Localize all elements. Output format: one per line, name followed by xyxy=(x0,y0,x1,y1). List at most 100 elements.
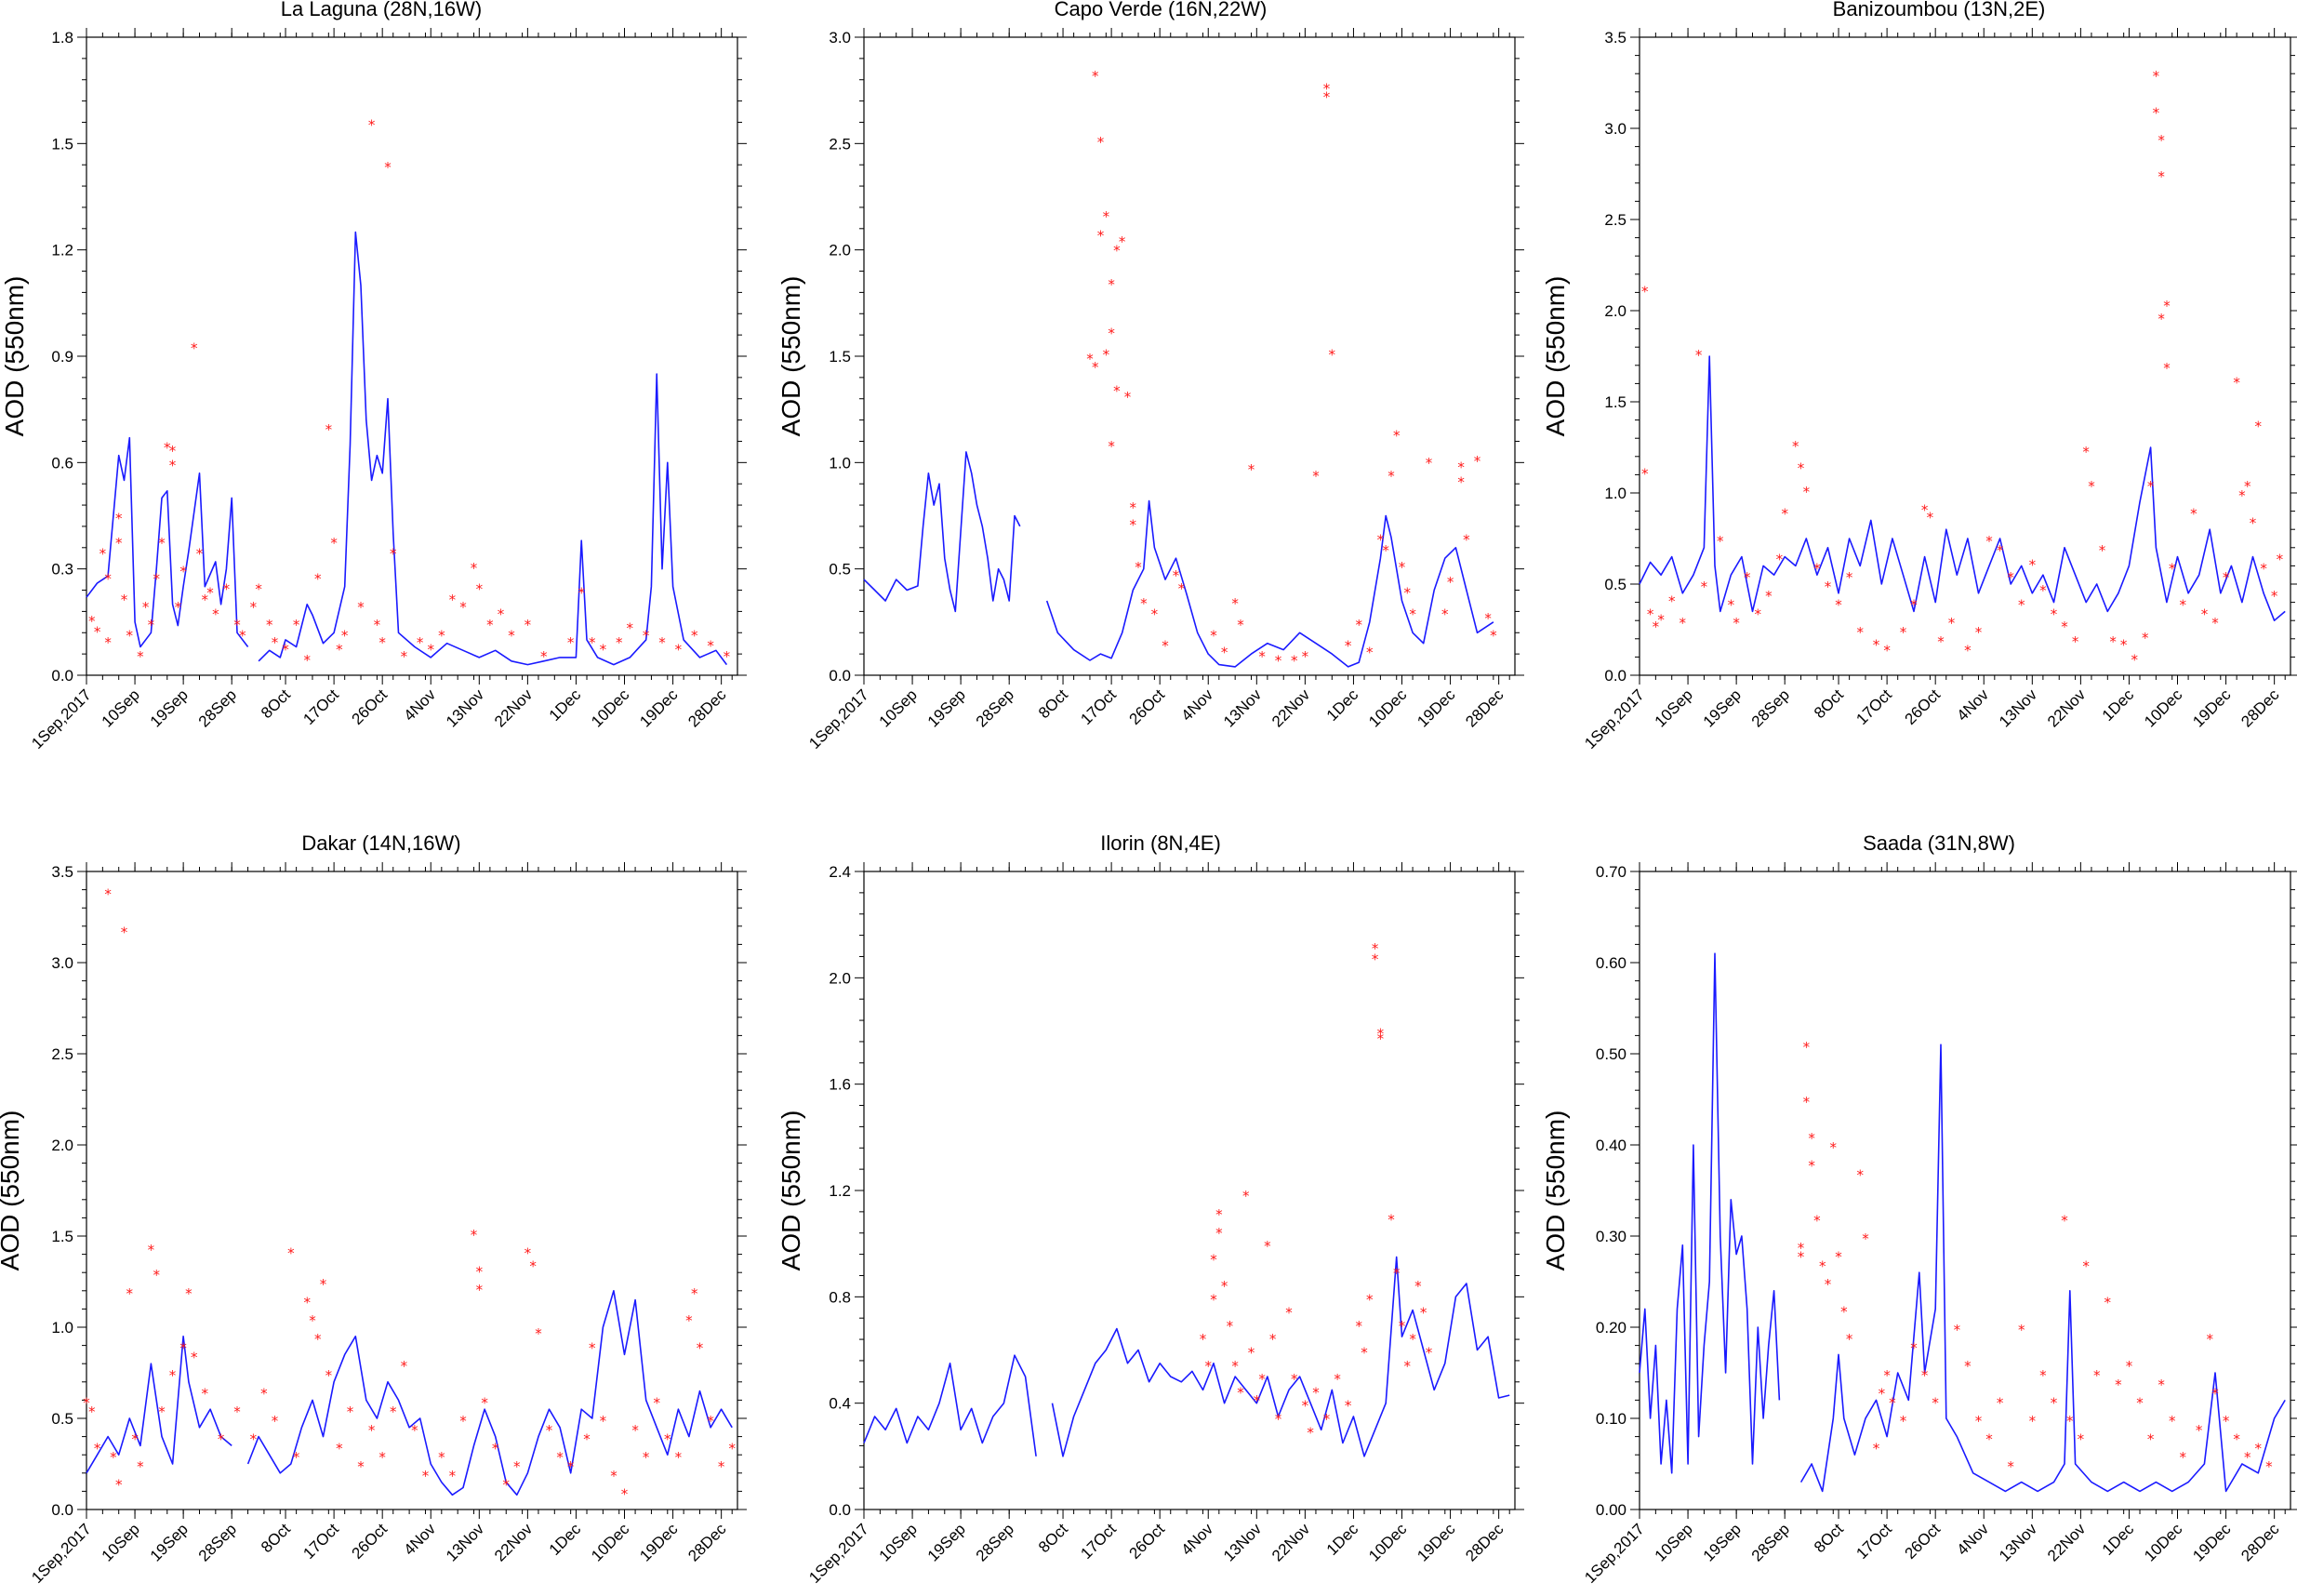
observation-point: * xyxy=(1103,346,1110,363)
observation-point: * xyxy=(260,1386,268,1403)
observation-point: * xyxy=(233,1403,241,1420)
x-tick-label: 13Nov xyxy=(1996,1520,2041,1565)
observation-point: * xyxy=(1447,574,1454,591)
observation-point: * xyxy=(223,581,231,598)
observation-point: * xyxy=(621,1485,629,1502)
panel-dakar: Dakar (14N,16W) AOD (550nm) 0.0 0.5 1.0 1.5… xyxy=(0,831,747,1587)
observation-point: * xyxy=(100,546,107,563)
observation-point: * xyxy=(1954,1322,1961,1338)
observation-point: * xyxy=(1937,633,1945,650)
x-tick-label: 8Oct xyxy=(1035,1520,1071,1556)
x-tick-label: 1Sep,2017 xyxy=(805,685,872,752)
observation-point: * xyxy=(212,605,219,622)
x-tick-label: 17Oct xyxy=(1077,685,1120,728)
y-tick-label: 2.0 xyxy=(829,969,851,987)
x-tick-label: 10Sep xyxy=(99,685,143,730)
model-line xyxy=(1639,952,1781,1474)
observation-point: * xyxy=(707,638,714,655)
observation-point: * xyxy=(1856,624,1864,641)
observation-point: * xyxy=(1119,233,1126,250)
observation-point: * xyxy=(137,648,144,665)
observation-point: * xyxy=(196,546,204,563)
observation-point: * xyxy=(309,1312,316,1329)
observation-point: * xyxy=(1948,615,1956,632)
y-tick-label: 0.70 xyxy=(1596,863,1626,881)
plot-frame xyxy=(863,871,1516,1510)
x-tick-label: 19Dec xyxy=(636,1520,682,1565)
observation-point: * xyxy=(567,1458,575,1475)
observation-point: * xyxy=(202,1386,209,1403)
observation-point: * xyxy=(272,634,279,651)
observation-point: * xyxy=(1312,468,1320,485)
x-tick-label: 13Nov xyxy=(443,685,488,731)
observation-point: * xyxy=(411,1422,418,1439)
x-tick-label: 19Sep xyxy=(147,685,192,730)
panel-title: Ilorin (8N,4E) xyxy=(1100,831,1221,855)
model-line xyxy=(246,1290,733,1496)
observation-point: * xyxy=(1092,68,1099,85)
observation-point: * xyxy=(589,1340,596,1357)
y-axis-label: AOD (550nm) xyxy=(0,276,29,437)
observation-point: * xyxy=(675,642,683,658)
observation-point: * xyxy=(1140,595,1148,612)
observation-point: * xyxy=(115,511,123,527)
y-tick-label: 1.5 xyxy=(1604,393,1626,411)
x-tick-label: 28Sep xyxy=(195,685,240,730)
observation-point: * xyxy=(1997,1394,2004,1411)
observation-point: * xyxy=(2158,168,2165,185)
y-axis-label: AOD (550nm) xyxy=(0,1111,24,1271)
observation-point: * xyxy=(1258,648,1266,665)
observation-point: * xyxy=(390,1403,397,1420)
observation-point: * xyxy=(691,1285,698,1302)
observation-point: * xyxy=(1798,1249,1805,1266)
model-line xyxy=(863,451,1021,613)
observation-point: * xyxy=(540,648,548,665)
observation-point: * xyxy=(158,1403,166,1420)
x-tick-label: 4Nov xyxy=(1954,685,1993,725)
observation-point: * xyxy=(2039,582,2047,599)
y-tick-label: 0.0 xyxy=(829,1501,851,1519)
observation-point: * xyxy=(578,585,585,602)
x-tick-label: 17Oct xyxy=(299,685,342,728)
observation-point: * xyxy=(1361,1345,1368,1362)
observation-point: * xyxy=(2147,478,2155,495)
observation-point: * xyxy=(2244,1449,2251,1466)
observation-point: * xyxy=(1835,1249,1842,1266)
x-tick-label: 22Nov xyxy=(1268,1520,1314,1565)
observation-point: * xyxy=(524,617,532,633)
observation-point: * xyxy=(266,617,273,633)
observation-point: * xyxy=(250,599,258,616)
y-tick-label: 0.20 xyxy=(1596,1319,1626,1337)
observation-point: * xyxy=(1285,1305,1293,1322)
observation-point: * xyxy=(1215,1206,1223,1223)
observation-point: * xyxy=(1813,1212,1821,1229)
observation-point: * xyxy=(2238,487,2246,504)
y-tick-label: 0.60 xyxy=(1596,954,1626,972)
observation-point: * xyxy=(1210,627,1217,644)
y-tick-label: 0.0 xyxy=(51,1501,73,1519)
observation-point: * xyxy=(218,1431,225,1448)
observation-point: * xyxy=(1457,474,1465,491)
x-tick-label: 1Sep,2017 xyxy=(28,1520,95,1587)
observation-point: * xyxy=(2206,1331,2213,1348)
y-tick-label: 1.5 xyxy=(51,1228,73,1245)
observation-point: * xyxy=(250,1431,258,1448)
observation-point: * xyxy=(303,652,311,669)
observation-point: * xyxy=(707,1413,714,1430)
observation-point: * xyxy=(1798,1240,1805,1257)
observation-point: * xyxy=(1653,618,1660,635)
observation-point: * xyxy=(1377,531,1385,548)
x-tick-label: 28Dec xyxy=(2237,1520,2283,1565)
observation-point: * xyxy=(1457,459,1465,476)
x-tick-label: 19Sep xyxy=(1700,1520,1745,1564)
observation-point: * xyxy=(2029,1413,2037,1430)
observation-point: * xyxy=(498,605,505,622)
x-tick-label: 17Oct xyxy=(1077,1520,1120,1563)
observation-point: * xyxy=(2244,478,2251,495)
observation-point: * xyxy=(556,1449,564,1466)
x-tick-label: 8Oct xyxy=(258,685,294,722)
observation-point: * xyxy=(2082,444,2090,460)
x-tick-label: 8Oct xyxy=(1811,1520,1847,1556)
observation-point: * xyxy=(1237,1384,1244,1401)
observation-point: * xyxy=(685,1312,693,1329)
